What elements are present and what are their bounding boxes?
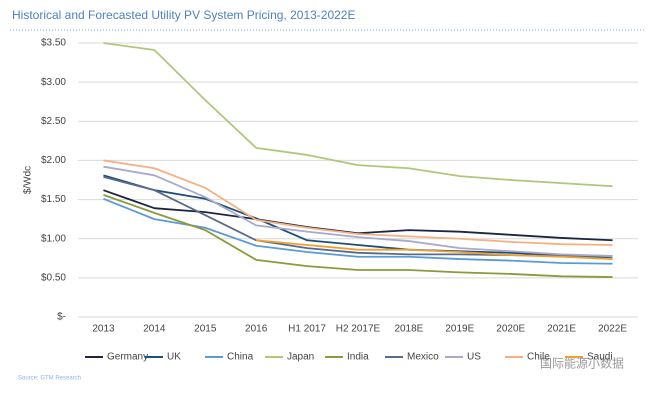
legend-label: US bbox=[467, 352, 481, 363]
x-tick-label: 2013 bbox=[92, 324, 115, 335]
y-axis-label: $/Wdc bbox=[23, 166, 34, 194]
y-tick-label: $2.00 bbox=[41, 155, 66, 166]
legend-label: UK bbox=[167, 352, 181, 363]
x-tick-label: 2014 bbox=[143, 324, 166, 335]
legend-label: Germany bbox=[107, 352, 148, 363]
x-tick-label: H2 2017E bbox=[336, 324, 381, 335]
x-tick-label: H1 2017 bbox=[288, 324, 326, 335]
y-tick-label: $3.00 bbox=[41, 77, 66, 88]
series-line bbox=[103, 189, 613, 242]
y-tick-label: $3.50 bbox=[41, 38, 66, 49]
x-tick-label: 2016 bbox=[245, 324, 268, 335]
watermark: 国际能源小数据 bbox=[540, 356, 624, 371]
series-line bbox=[103, 165, 613, 257]
x-tick-label: 2015 bbox=[194, 324, 217, 335]
legend-label: India bbox=[347, 352, 369, 363]
y-tick-label: $- bbox=[57, 312, 66, 323]
legend-label: Japan bbox=[287, 352, 314, 363]
series-line bbox=[103, 174, 613, 260]
series-line bbox=[103, 194, 613, 278]
y-tick-label: $0.50 bbox=[41, 272, 66, 283]
x-tick-label: 2021E bbox=[547, 324, 576, 335]
y-tick-label: $2.50 bbox=[41, 116, 66, 127]
series-line bbox=[103, 159, 613, 246]
legend-label: China bbox=[227, 352, 254, 363]
legend-label: Mexico bbox=[407, 352, 439, 363]
legend-label: Chile bbox=[527, 352, 550, 363]
legend-label: Saudi bbox=[587, 352, 613, 363]
x-tick-label: 2019E bbox=[445, 324, 474, 335]
chart-title: Historical and Forecasted Utility PV Sys… bbox=[12, 8, 355, 22]
x-tick-label: 2018E bbox=[394, 324, 423, 335]
series-line bbox=[103, 42, 613, 188]
x-tick-label: 2020E bbox=[496, 324, 525, 335]
series-line bbox=[256, 239, 613, 260]
y-tick-label: $1.50 bbox=[41, 194, 66, 205]
y-tick-label: $1.00 bbox=[41, 233, 66, 244]
x-tick-label: 2022E bbox=[598, 324, 627, 335]
source: Source: GTM Research bbox=[18, 376, 81, 382]
